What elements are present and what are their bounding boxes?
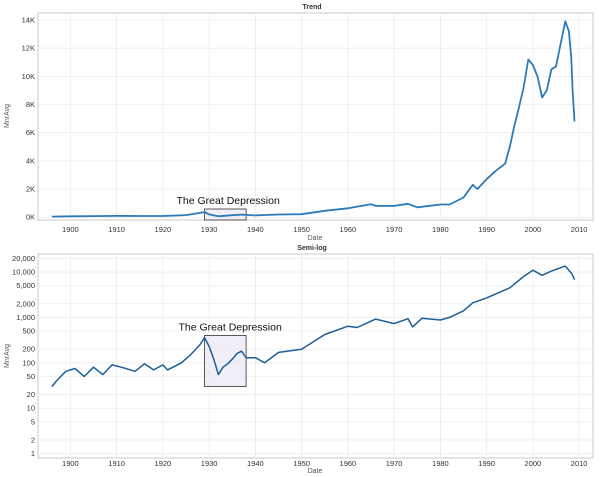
semilog-annotation-label: The Great Depression	[179, 322, 282, 334]
semilog-y-axis-label: MnrAvg	[4, 344, 11, 368]
trend-x-tick-label: 1980	[432, 225, 449, 234]
semilog-y-ticks: 1 2 5 10 20 50 100 200 500 1,000 2,000 5,000 10,000 2…	[12, 254, 35, 458]
semilog-x-tick-label: 1990	[478, 459, 495, 468]
semilog-chart: Semi-log The Great Depression 1900 1910 19…	[4, 245, 594, 475]
semilog-plot-area	[37, 253, 594, 459]
trend-y-tick-label: 10K	[22, 72, 35, 81]
semilog-y-tick-label: 2	[31, 435, 35, 444]
semilog-y-tick-label: 10	[27, 404, 35, 413]
trend-x-ticks: 1900 1910 1920 1930 1940 1950 1960 1970 1980 1990…	[62, 225, 587, 234]
trend-y-tick-label: 8K	[26, 100, 35, 109]
semilog-x-tick-label: 1940	[247, 459, 264, 468]
semilog-y-tick-label: 20	[27, 390, 35, 399]
semilog-x-tick-label: 1980	[432, 459, 449, 468]
semilog-y-tick-label: 20,000	[12, 254, 35, 263]
trend-annotation-label: The Great Depression	[177, 195, 280, 207]
trend-x-tick-label: 1950	[293, 225, 310, 234]
semilog-x-tick-label: 1950	[293, 459, 310, 468]
semilog-annotation-box	[204, 335, 247, 387]
semilog-x-tick-label: 1920	[155, 459, 172, 468]
semilog-gridlines	[38, 254, 593, 458]
trend-x-tick-label: 1970	[386, 225, 403, 234]
trend-x-tick-label: 1990	[478, 225, 495, 234]
trend-y-tick-label: 0K	[26, 213, 35, 222]
trend-y-tick-label: 6K	[26, 128, 35, 137]
semilog-series-line	[51, 265, 576, 388]
semilog-x-tick-label: 1930	[201, 459, 218, 468]
trend-gridlines	[38, 13, 593, 220]
semilog-chart-title: Semi-log	[297, 245, 327, 252]
trend-y-ticks: 0K 2K 4K 6K 8K 10K 12K 14K	[22, 16, 35, 222]
semilog-x-ticks: 1900 1910 1920 1930 1940 1950 1960 1970 1980 1990…	[62, 459, 587, 468]
semilog-y-tick-label: 5,000	[16, 281, 35, 290]
semilog-y-tick-label: 5	[31, 417, 35, 426]
trend-series	[51, 20, 576, 218]
trend-x-tick-label: 1940	[247, 225, 264, 234]
semilog-y-tick-label: 10,000	[12, 268, 35, 277]
semilog-x-tick-label: 1910	[108, 459, 125, 468]
trend-x-tick-label: 1960	[340, 225, 357, 234]
trend-x-tick-label: 1920	[155, 225, 172, 234]
semilog-y-tick-label: 1,000	[16, 313, 35, 322]
semilog-x-tick-label: 2010	[571, 459, 588, 468]
trend-x-tick-label: 1900	[62, 225, 79, 234]
semilog-series	[51, 265, 576, 388]
trend-x-axis-label: Date	[308, 235, 323, 242]
semilog-annotation: The Great Depression	[179, 322, 282, 387]
semilog-y-tick-label: 200	[22, 345, 35, 354]
semilog-x-tick-label: 2000	[525, 459, 542, 468]
semilog-x-tick-label: 1960	[340, 459, 357, 468]
semilog-y-tick-label: 500	[22, 327, 35, 336]
trend-y-tick-label: 12K	[22, 44, 35, 53]
semilog-x-tick-label: 1900	[62, 459, 79, 468]
semilog-x-tick-label: 1970	[386, 459, 403, 468]
trend-x-tick-label: 2010	[571, 225, 588, 234]
trend-series-line	[51, 20, 576, 218]
trend-x-tick-label: 2000	[525, 225, 542, 234]
trend-chart: Trend The Great Depression 1900 1910 1920 1…	[4, 4, 594, 242]
trend-chart-title: Trend	[302, 4, 321, 11]
trend-y-tick-label: 2K	[26, 185, 35, 194]
semilog-y-tick-label: 50	[27, 372, 35, 381]
semilog-x-axis-label: Date	[308, 468, 323, 475]
semilog-y-tick-label: 2,000	[16, 299, 35, 308]
trend-y-tick-label: 14K	[22, 16, 35, 25]
trend-y-tick-label: 4K	[26, 156, 35, 165]
semilog-y-tick-label: 100	[22, 358, 35, 367]
trend-plot-area	[37, 12, 594, 221]
trend-y-axis-label: MnrAvg	[4, 104, 11, 128]
trend-x-tick-label: 1930	[201, 225, 218, 234]
semilog-y-tick-label: 1	[31, 449, 35, 458]
trend-x-tick-label: 1910	[108, 225, 125, 234]
trend-annotation: The Great Depression	[177, 195, 280, 221]
